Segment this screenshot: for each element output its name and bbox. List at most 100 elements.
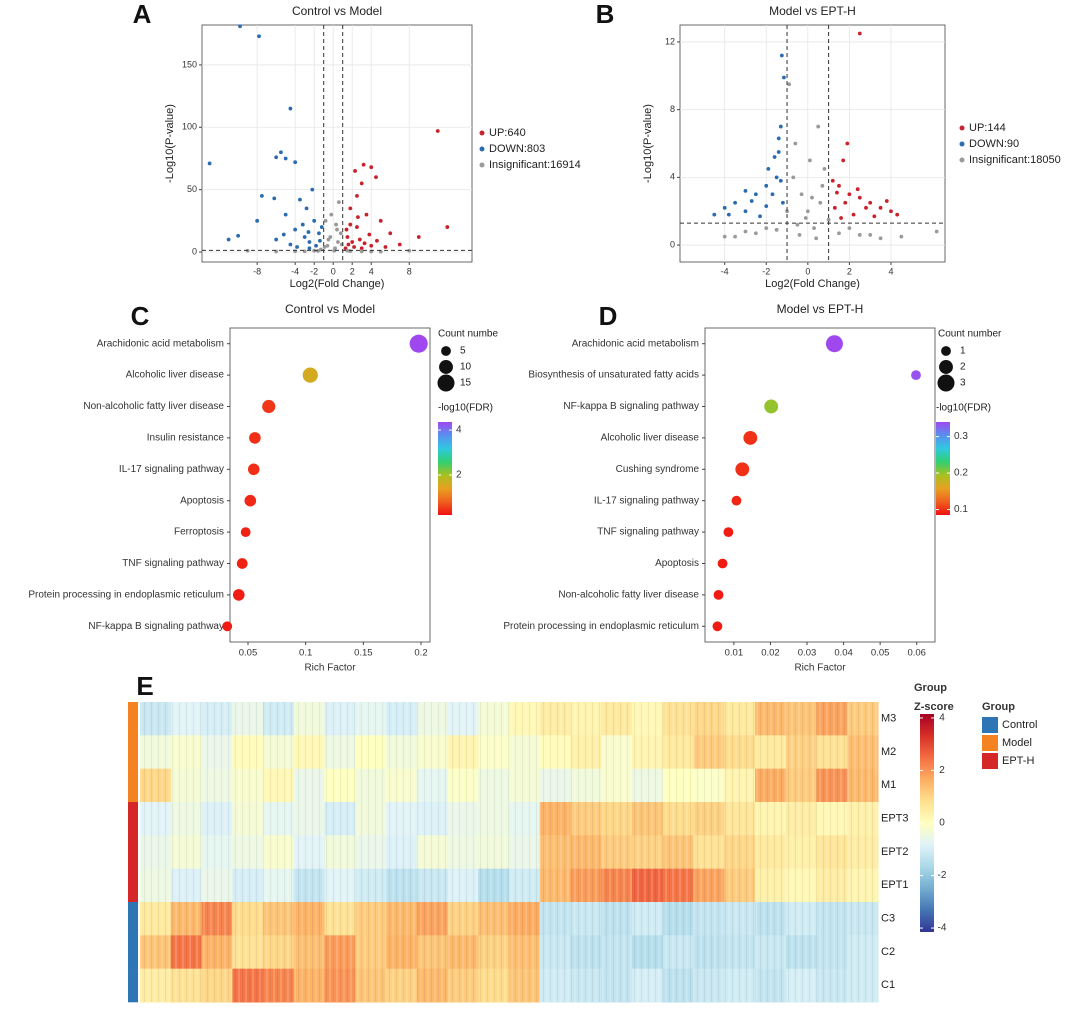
- category-label: Protein processing in endoplasmic reticu…: [28, 590, 224, 601]
- y-tick-label: 12: [665, 36, 675, 46]
- legend-label: UP:144: [969, 122, 1006, 134]
- point: [743, 189, 748, 193]
- point: [300, 222, 305, 227]
- x-tick-label: 8: [407, 266, 412, 276]
- point: [785, 209, 789, 214]
- point: [283, 212, 288, 217]
- point: [319, 225, 324, 229]
- point: [307, 240, 312, 244]
- size-legend-label: 10: [460, 362, 472, 373]
- legend-swatch: [959, 125, 965, 131]
- point: [818, 200, 823, 205]
- point: [288, 106, 293, 111]
- category-label: Non-alcoholic fatty liver disease: [558, 590, 699, 601]
- size-legend-swatch: [441, 346, 451, 356]
- point: [293, 227, 298, 232]
- point: [207, 161, 212, 166]
- point: [758, 214, 762, 219]
- group-legend-swatch: [982, 717, 998, 733]
- point: [743, 229, 748, 234]
- plot-background: [679, 24, 946, 263]
- point: [857, 31, 862, 36]
- x-tick-label: -2: [310, 266, 318, 276]
- chart-title: Model vs EPT-H: [769, 4, 856, 18]
- point: [712, 212, 717, 217]
- bubble: [302, 367, 318, 383]
- legend-swatch: [959, 141, 965, 147]
- group-bar: [128, 802, 138, 836]
- category-label: Arachidonic acid metabolism: [572, 338, 699, 349]
- point: [845, 141, 850, 146]
- point: [259, 193, 264, 198]
- bubble: [232, 589, 245, 601]
- group-bar: [128, 835, 138, 869]
- point: [306, 230, 311, 234]
- point: [884, 199, 889, 203]
- point: [799, 192, 804, 197]
- bubble: [731, 495, 742, 506]
- x-tick-label: 0.06: [907, 648, 926, 659]
- row-label: M3: [881, 713, 896, 725]
- panel-label: D: [599, 301, 618, 331]
- point: [832, 205, 837, 210]
- point: [352, 245, 357, 249]
- point: [257, 34, 261, 39]
- point: [764, 183, 769, 188]
- x-tick-label: 2: [350, 266, 355, 276]
- panel-label: B: [596, 0, 615, 29]
- size-legend-title: Count number: [938, 329, 1002, 340]
- bubble: [743, 430, 758, 445]
- colorbar-tick-label: 4: [939, 713, 945, 724]
- point: [868, 200, 873, 205]
- bubble: [244, 494, 257, 507]
- group-bar: [128, 735, 138, 769]
- x-tick-label: 0.04: [834, 648, 853, 659]
- point: [855, 187, 860, 192]
- point: [375, 238, 379, 243]
- y-axis-label: -Log10(P-value): [164, 104, 176, 183]
- point: [344, 227, 349, 232]
- category-label: NF-kappa B signaling pathway: [563, 401, 699, 412]
- point: [878, 236, 883, 241]
- point: [293, 160, 298, 165]
- point: [837, 183, 841, 188]
- x-axis-label: Log2(Fold Change): [290, 278, 385, 290]
- point: [776, 150, 781, 154]
- plot-background: [201, 24, 473, 263]
- legend-label: UP:640: [489, 127, 526, 139]
- point: [837, 231, 841, 236]
- point: [851, 212, 856, 217]
- point: [847, 226, 852, 231]
- x-tick-label: -4: [721, 266, 729, 276]
- colorbar: [438, 422, 452, 515]
- size-legend-swatch: [439, 360, 453, 374]
- group-legend-label: Model: [1002, 737, 1032, 749]
- point: [791, 175, 796, 180]
- x-tick-label: 0: [331, 266, 336, 276]
- point: [812, 226, 816, 231]
- group-legend-label: Control: [1002, 719, 1037, 731]
- point: [369, 165, 374, 170]
- category-label: Ferroptosis: [174, 527, 224, 538]
- point: [345, 248, 350, 253]
- legend-swatch: [479, 130, 485, 136]
- point: [357, 237, 362, 242]
- bubble: [713, 589, 724, 600]
- category-label: Alcoholic liver disease: [601, 433, 700, 444]
- category-label: IL-17 signaling pathway: [119, 464, 224, 475]
- size-legend-label: 15: [460, 378, 472, 389]
- point: [868, 233, 873, 237]
- plot-frame: [229, 327, 431, 643]
- x-tick-label: 0.05: [239, 648, 258, 659]
- category-label: Apoptosis: [180, 495, 224, 506]
- group-bar: [128, 868, 138, 903]
- point: [355, 193, 359, 198]
- colorbar-title: Z-score: [914, 701, 954, 713]
- point: [778, 124, 783, 129]
- category-label: NF-kappa B signaling pathway: [88, 621, 224, 632]
- point: [830, 178, 835, 183]
- point: [322, 245, 327, 249]
- size-legend-swatch: [937, 374, 955, 392]
- point: [236, 233, 241, 238]
